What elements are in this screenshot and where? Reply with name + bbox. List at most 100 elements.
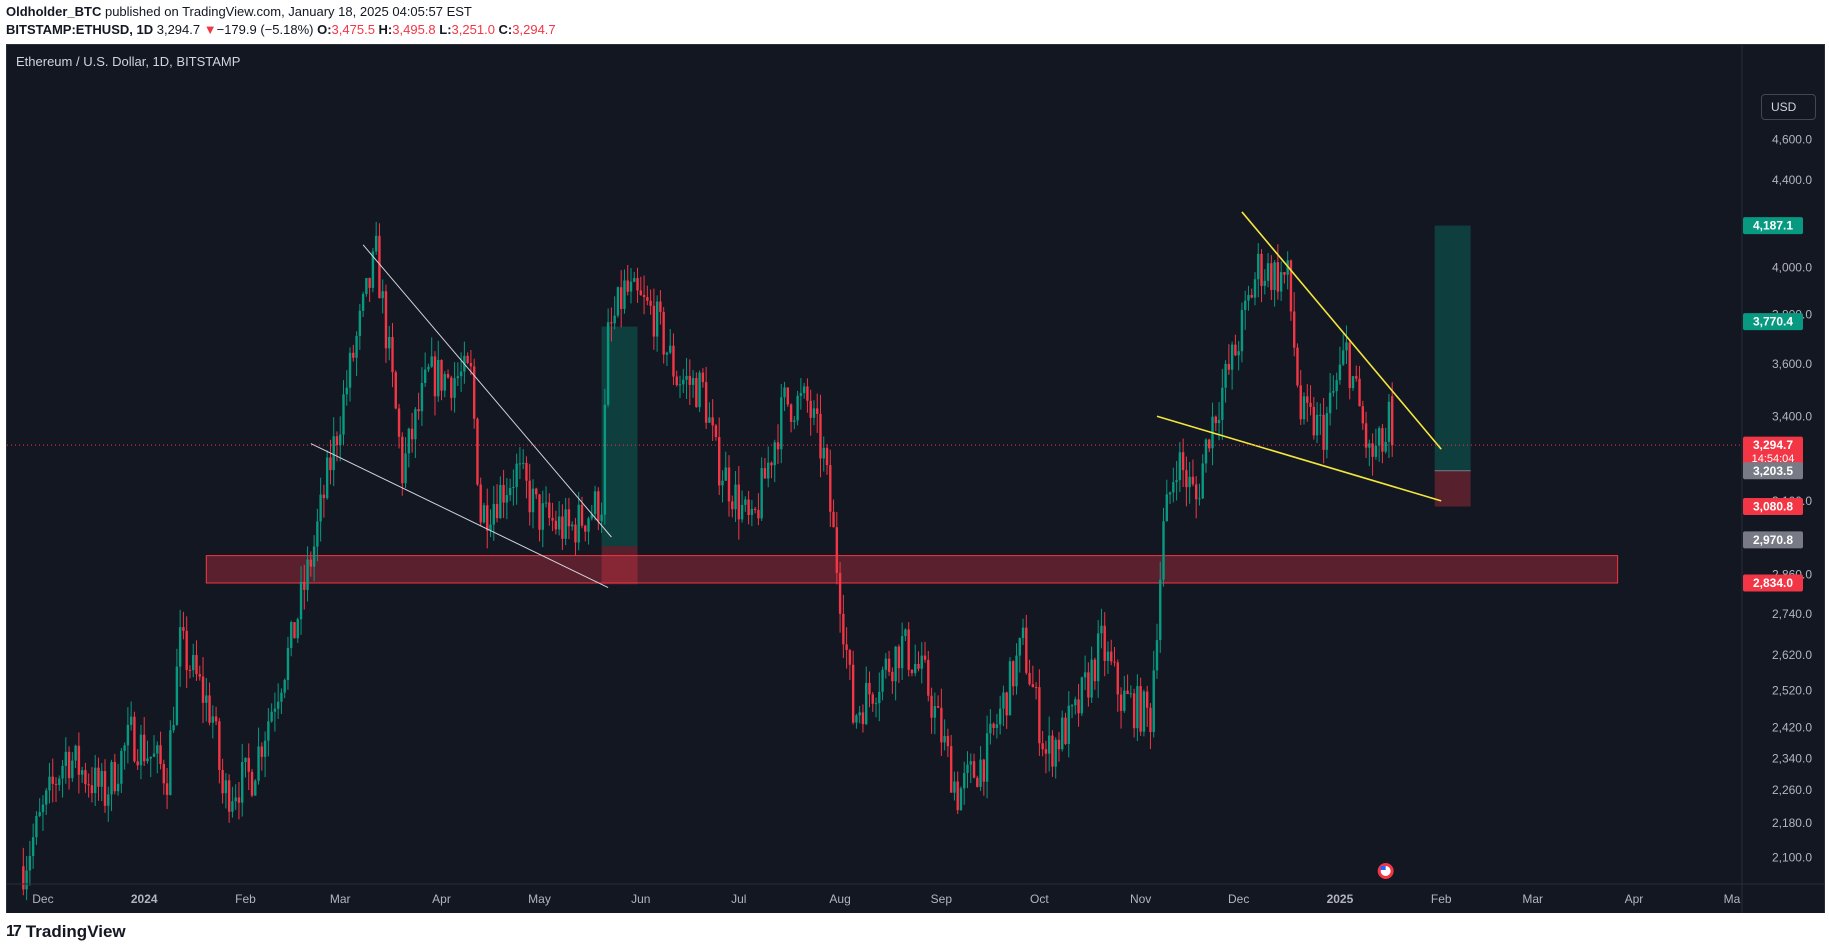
last-price: 3,294.7 (156, 22, 201, 37)
candle-body (1299, 385, 1302, 420)
x-tick-label: Aug (829, 892, 850, 906)
candle-body (476, 418, 479, 485)
candle-body (557, 516, 561, 530)
candle-body (433, 356, 437, 397)
candle-body (446, 374, 450, 378)
candle-body (381, 291, 384, 299)
candle-body (1031, 684, 1035, 688)
candle-body (358, 310, 362, 336)
candle-body (80, 770, 84, 775)
trendline-yellow[interactable] (1241, 211, 1442, 450)
candle-body (71, 760, 74, 779)
candle-body (675, 376, 678, 386)
candle-body (28, 855, 32, 871)
high-label: H: (378, 22, 393, 37)
candle-body (162, 763, 166, 784)
candle-body (1263, 280, 1266, 286)
candle-body (649, 300, 652, 306)
author-name[interactable]: Oldholder_BTC (6, 4, 102, 19)
candle-body (211, 716, 215, 723)
candle-body (1162, 521, 1165, 580)
candle-body (633, 278, 636, 282)
candle-body (1377, 428, 1381, 446)
candle-body (1119, 694, 1123, 711)
candle-layer (22, 221, 1394, 901)
candle-body (1247, 294, 1250, 301)
chart-area[interactable]: 4,800.04,600.04,400.04,000.03,800.03,600… (6, 44, 1825, 915)
candle-body (561, 516, 564, 539)
candle-body (979, 759, 982, 787)
candle-body (1175, 480, 1178, 483)
currency-button[interactable]: USD (1761, 94, 1816, 120)
candle-body (678, 384, 682, 386)
candle-body (443, 374, 446, 391)
candle-body (541, 503, 544, 530)
candle-body (1243, 300, 1247, 311)
candle-body (564, 509, 567, 539)
candle-body (227, 780, 231, 812)
x-tick-label: Apr (432, 892, 451, 906)
candle-body (763, 468, 767, 479)
candle-body (910, 669, 914, 674)
position-target-zone[interactable] (1434, 225, 1471, 471)
candle-body (322, 494, 326, 499)
candle-body (1315, 414, 1319, 436)
x-tick-label: Dec (32, 892, 53, 906)
x-tick-label: Feb (1431, 892, 1452, 906)
candle-body (646, 297, 649, 301)
candle-body (237, 797, 241, 803)
candle-body (776, 442, 780, 450)
x-tick-label: 2024 (131, 892, 158, 906)
candle-body (502, 484, 505, 503)
candle-body (1064, 717, 1067, 745)
candle-body (685, 375, 688, 380)
candle-body (339, 434, 342, 446)
x-tick-label: Jul (731, 892, 746, 906)
candle-body (708, 417, 711, 423)
past-position-stop-zone[interactable] (601, 546, 638, 585)
candle-body (1145, 691, 1149, 708)
candle-body (296, 619, 299, 639)
candle-body (753, 508, 757, 510)
candle-body (927, 659, 930, 696)
trendline-layer[interactable] (310, 211, 1442, 588)
price-label-box (1743, 498, 1803, 516)
candle-body (1201, 463, 1204, 499)
candle-body (309, 559, 313, 567)
candle-body (548, 502, 551, 518)
candle-body (273, 708, 277, 712)
candle-body (1067, 705, 1070, 745)
candle-body (1110, 651, 1113, 662)
candle-body (456, 376, 460, 379)
trendline-white[interactable] (362, 244, 612, 538)
price-label-box (1743, 574, 1803, 592)
candle-body (698, 372, 701, 408)
tradingview-logo[interactable]: 17 TradingView (6, 922, 126, 942)
candle-body (848, 649, 852, 665)
candle-body (838, 573, 842, 614)
candle-body (31, 837, 35, 856)
candle-body (371, 251, 375, 288)
candle-body (74, 745, 77, 761)
trendline-white[interactable] (310, 443, 609, 588)
support-zone[interactable] (205, 555, 1619, 584)
candle-body (1070, 705, 1074, 707)
trendline-yellow[interactable] (1156, 415, 1442, 502)
candle-body (1185, 470, 1188, 488)
candle-body (1172, 482, 1175, 493)
candle-body (1240, 310, 1244, 352)
candle-body (584, 525, 587, 532)
candle-body (845, 644, 848, 650)
candle-body (188, 669, 192, 671)
candle-body (949, 746, 953, 793)
candle-body (1044, 749, 1048, 754)
candle-body (1230, 344, 1234, 370)
published-text: published on TradingView.com, January 18… (104, 4, 472, 19)
price-chart[interactable]: 4,800.04,600.04,400.04,000.03,800.03,600… (7, 45, 1824, 914)
candle-body (397, 408, 401, 437)
candle-body (531, 488, 535, 513)
candle-body (156, 745, 159, 754)
candle-body (1371, 443, 1374, 457)
candle-body (1077, 699, 1080, 714)
price-change: −179.9 (−5.18%) (216, 22, 314, 37)
